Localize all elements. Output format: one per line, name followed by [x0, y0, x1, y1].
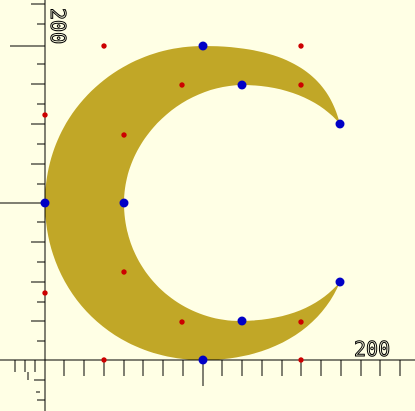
red-dot-icon[interactable]: [101, 43, 107, 49]
red-dot-icon[interactable]: [298, 357, 304, 363]
minor-control-points[interactable]: [42, 43, 304, 363]
blue-dot-icon[interactable]: [237, 80, 247, 90]
blue-dot-icon[interactable]: [198, 41, 208, 51]
blue-dot-icon[interactable]: [119, 198, 129, 208]
red-dot-icon[interactable]: [298, 82, 304, 88]
red-dot-icon[interactable]: [179, 319, 185, 325]
blue-dot-icon[interactable]: [198, 355, 208, 365]
blue-dot-icon[interactable]: [237, 316, 247, 326]
red-dot-icon[interactable]: [298, 319, 304, 325]
y-axis-max-label: 200: [46, 8, 70, 44]
blue-dot-icon[interactable]: [335, 277, 345, 287]
major-control-points[interactable]: [40, 41, 345, 365]
origin-markers: [27, 372, 44, 401]
red-dot-icon[interactable]: [121, 132, 127, 138]
red-dot-icon[interactable]: [298, 43, 304, 49]
red-dot-icon[interactable]: [42, 290, 48, 296]
red-dot-icon[interactable]: [121, 269, 127, 275]
blue-dot-icon[interactable]: [335, 119, 345, 129]
blue-dot-icon[interactable]: [40, 198, 50, 208]
red-dot-icon[interactable]: [42, 112, 48, 118]
crescent-shape[interactable]: [45, 46, 340, 360]
red-dot-icon[interactable]: [101, 357, 107, 363]
red-dot-icon[interactable]: [179, 82, 185, 88]
x-axis-ticks: [14, 360, 401, 386]
x-axis-max-label: 200: [354, 337, 390, 361]
y-axis-ticks: [10, 3, 45, 401]
